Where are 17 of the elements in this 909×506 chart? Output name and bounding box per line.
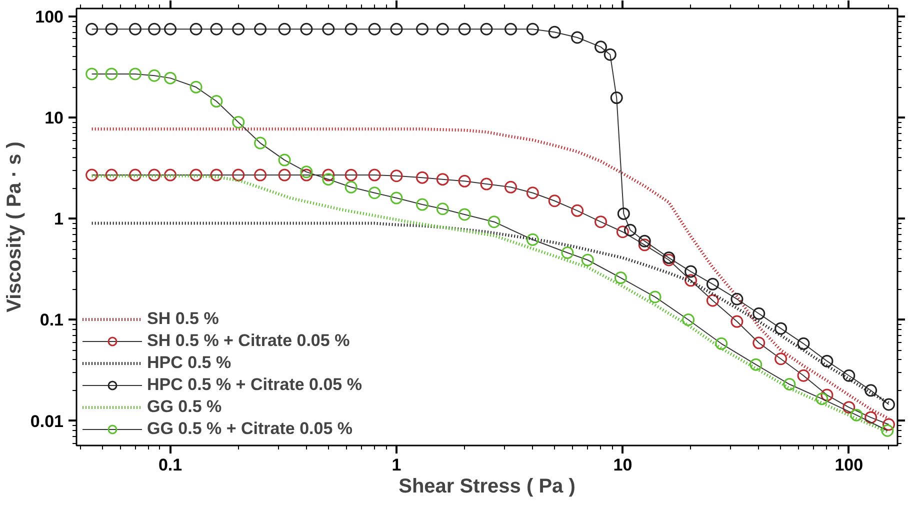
y-tick-label: 0.1: [40, 310, 64, 330]
x-tick-label: 1: [392, 456, 402, 474]
legend-label: SH 0.5 % + Citrate 0.05 %: [147, 331, 350, 351]
x-tick-label: 0.1: [158, 456, 182, 474]
legend-label: GG 0.5 %: [147, 397, 222, 417]
x-tick-label: 100: [834, 456, 864, 474]
y-axis-title: Viscosity ( Pa · s ): [3, 142, 26, 312]
legend-label: SH 0.5 %: [147, 309, 219, 329]
legend-label: HPC 0.5 %: [147, 353, 232, 373]
y-tick-label: 1: [54, 210, 64, 229]
y-tick-label: 100: [35, 8, 64, 27]
legend-label: HPC 0.5 % + Citrate 0.05 %: [147, 375, 362, 395]
legend-label: GG 0.5 % + Citrate 0.05 %: [147, 419, 353, 439]
y-tick-label: 0.01: [30, 412, 64, 431]
x-tick-label: 10: [613, 456, 632, 474]
x-axis-title: Shear Stress ( Pa ): [398, 476, 576, 498]
y-tick-label: 10: [44, 108, 64, 128]
